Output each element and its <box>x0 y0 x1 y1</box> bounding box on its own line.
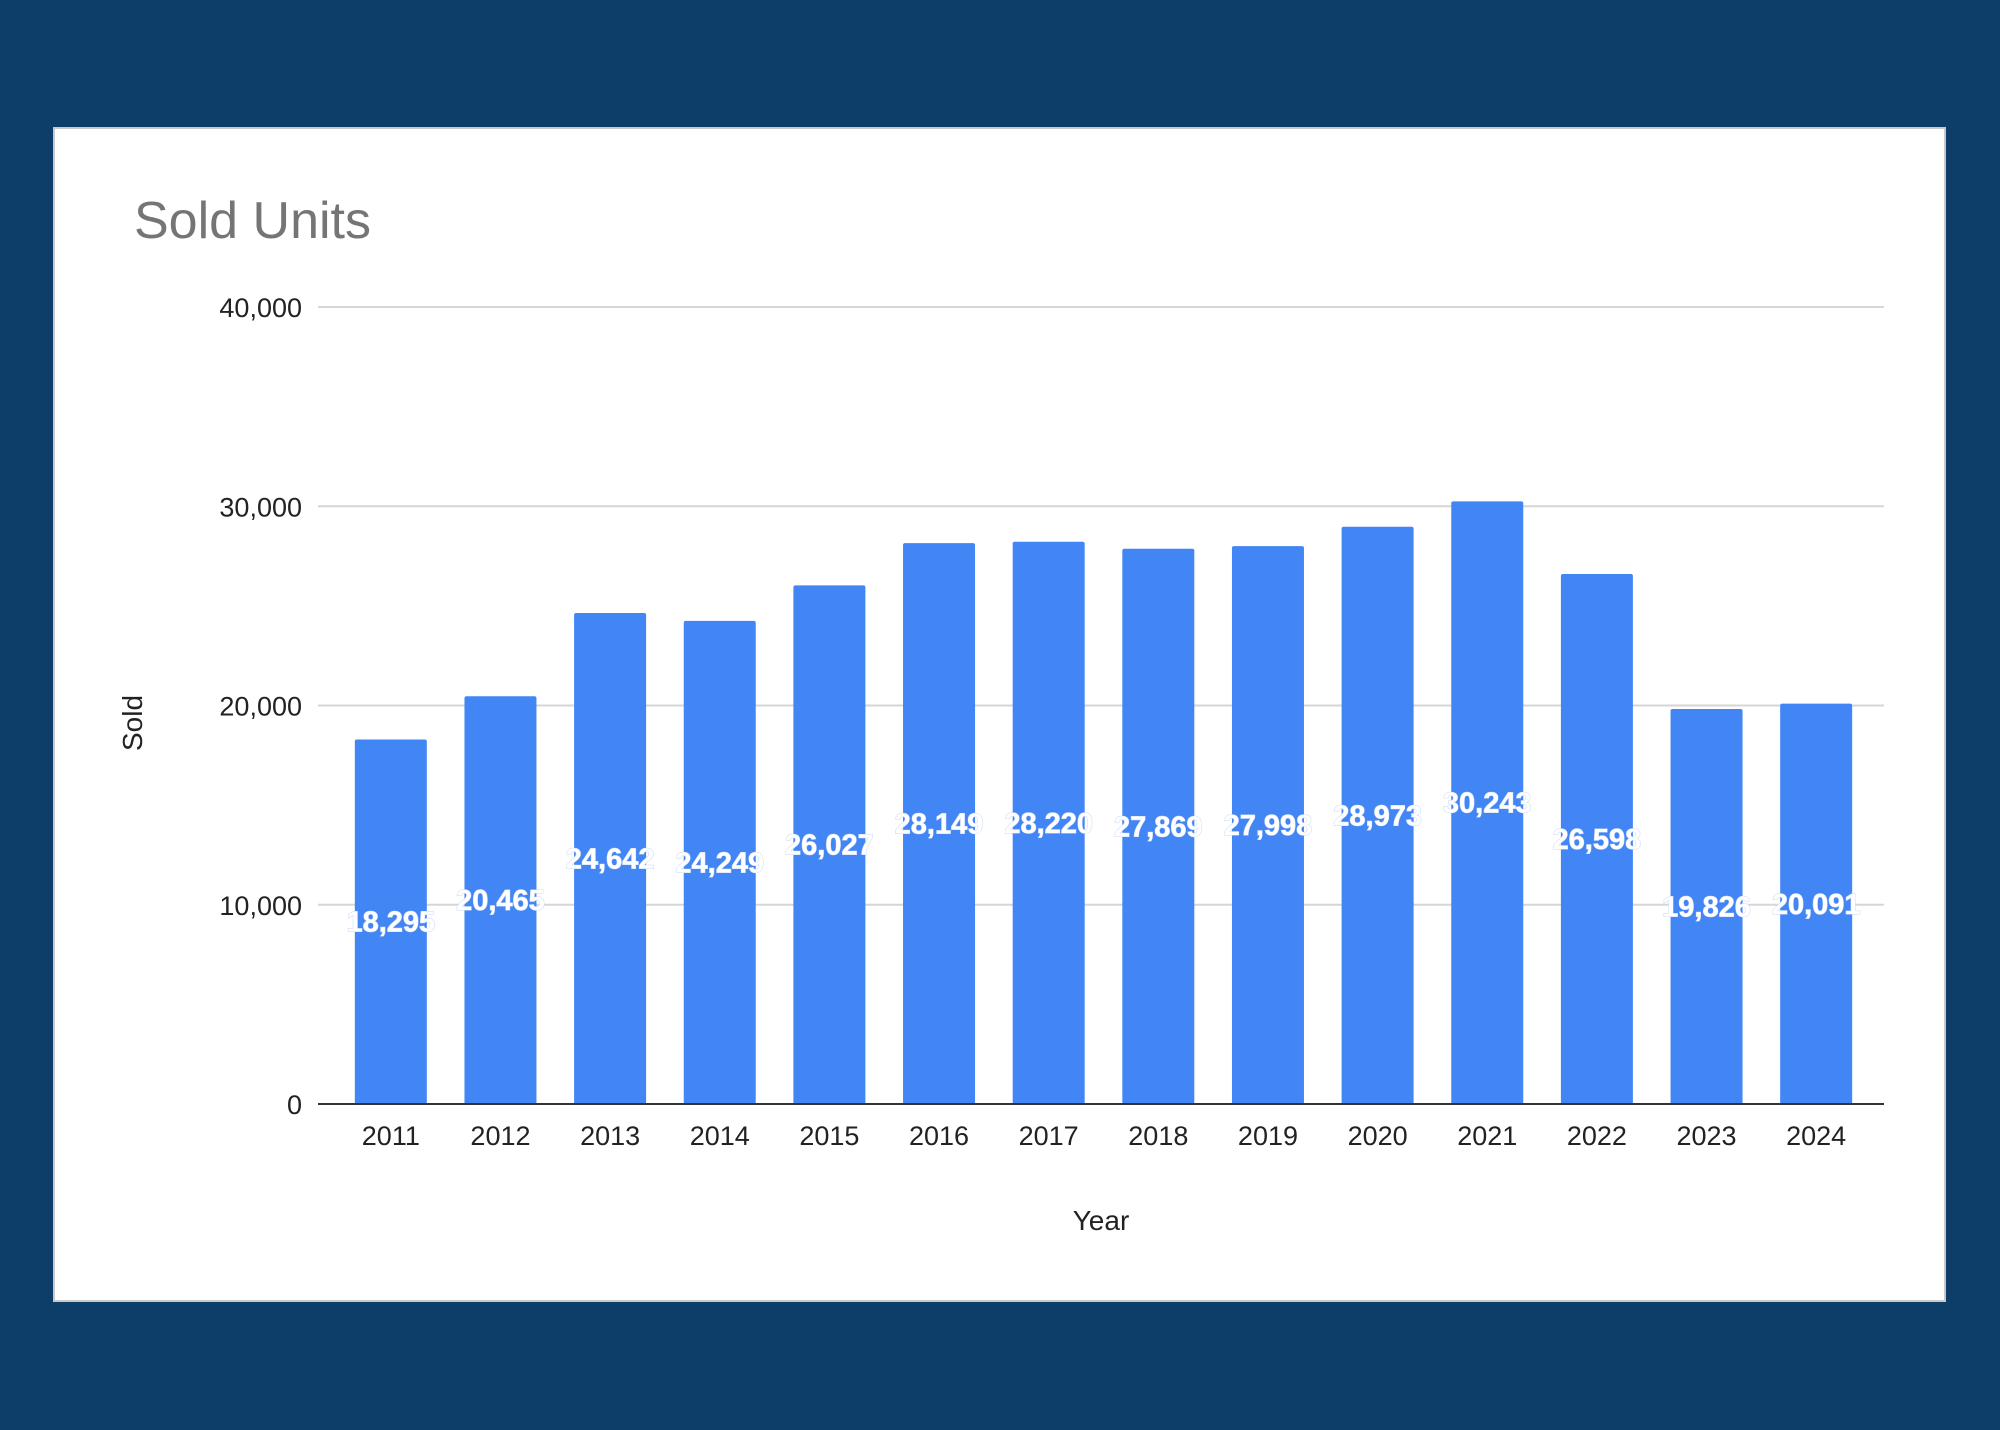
data-labels: 18,295 20,465 24,642 24,249 26,027 28,149 28,2… <box>346 787 1861 939</box>
y-axis-ticks: 0 10,000 20,000 30,000 40,000 <box>219 293 302 1120</box>
bar-2016 <box>903 543 976 1104</box>
data-label-2024: 20,091 <box>1772 889 1861 921</box>
x-tick-label: 2018 <box>1128 1121 1188 1151</box>
x-axis-ticks: 2011 2012 2013 2014 2015 2016 2017 2018 2019 2020… <box>362 1121 1846 1151</box>
bar-2017 <box>1012 541 1085 1104</box>
x-tick-label: 2019 <box>1238 1121 1298 1151</box>
bar-2022 <box>1560 574 1633 1104</box>
data-label-2014: 24,249 <box>675 847 764 879</box>
y-tick-label: 30,000 <box>219 492 302 522</box>
x-tick-label: 2013 <box>580 1121 640 1151</box>
bar-2011 <box>354 739 427 1104</box>
x-tick-label: 2023 <box>1676 1121 1736 1151</box>
x-tick-label: 2024 <box>1786 1121 1846 1151</box>
bar-2023 <box>1670 708 1743 1104</box>
data-label-2011: 18,295 <box>346 907 435 939</box>
x-tick-label: 2021 <box>1457 1121 1517 1151</box>
y-tick-label: 20,000 <box>219 692 302 722</box>
chart-title: Sold Units <box>134 192 371 250</box>
data-label-2022: 26,598 <box>1553 824 1642 856</box>
data-label-2021: 30,243 <box>1443 788 1532 820</box>
bar-2024 <box>1780 703 1853 1104</box>
x-tick-label: 2016 <box>909 1121 969 1151</box>
x-tick-label: 2022 <box>1567 1121 1627 1151</box>
data-label-2013: 24,642 <box>566 844 655 876</box>
x-tick-label: 2020 <box>1348 1121 1408 1151</box>
data-label-2020: 28,973 <box>1333 800 1422 832</box>
x-tick-label: 2011 <box>362 1121 420 1151</box>
x-tick-label: 2017 <box>1019 1121 1079 1151</box>
data-label-2018: 27,869 <box>1114 811 1203 843</box>
y-tick-label: 40,000 <box>219 293 302 323</box>
y-tick-label: 0 <box>287 1090 302 1120</box>
data-label-2016: 28,149 <box>895 809 984 841</box>
x-tick-label: 2015 <box>799 1121 859 1151</box>
bar-2018 <box>1122 548 1195 1104</box>
y-axis-label: Sold <box>117 695 148 751</box>
bar-2013 <box>574 613 647 1104</box>
bar-2019 <box>1231 546 1304 1104</box>
bar-2020 <box>1341 526 1414 1104</box>
bar-2014 <box>683 620 756 1104</box>
data-label-2023: 19,826 <box>1662 891 1751 923</box>
x-tick-label: 2012 <box>470 1121 530 1151</box>
bars <box>354 501 1853 1105</box>
gridlines <box>318 306 1884 906</box>
data-label-2012: 20,465 <box>456 885 545 917</box>
bar-2012 <box>464 696 537 1104</box>
x-axis-label: Year <box>1073 1205 1130 1236</box>
x-tick-label: 2014 <box>690 1121 750 1151</box>
data-label-2019: 27,998 <box>1224 810 1313 842</box>
y-tick-label: 10,000 <box>219 891 302 921</box>
data-label-2017: 28,220 <box>1004 808 1093 840</box>
bar-2021 <box>1451 501 1524 1105</box>
data-label-2015: 26,027 <box>785 830 874 862</box>
bar-2015 <box>793 585 866 1104</box>
